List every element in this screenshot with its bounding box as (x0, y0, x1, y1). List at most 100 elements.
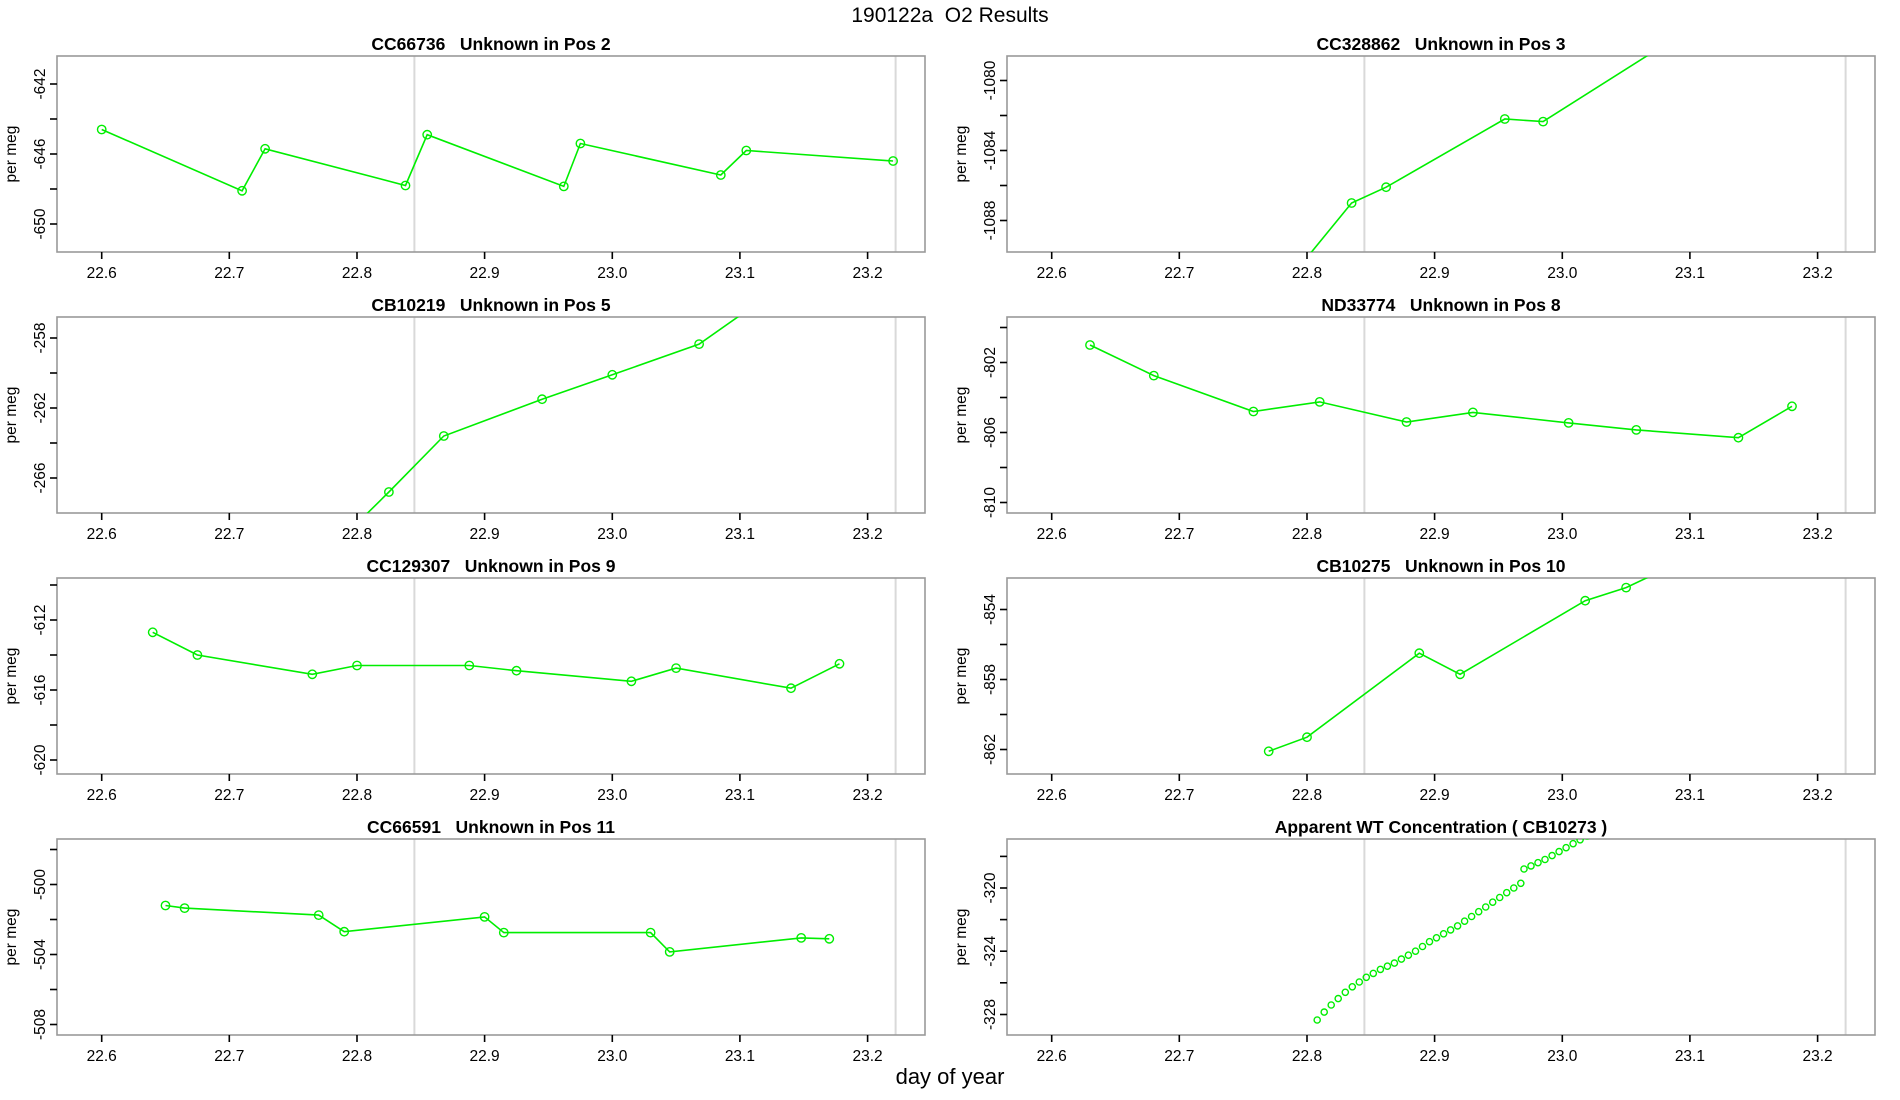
x-tick-label: 22.9 (1420, 1048, 1450, 1065)
x-tick-label: 22.8 (342, 526, 372, 543)
y-tick-label: -616 (32, 674, 49, 705)
data-point (1376, 965, 1385, 974)
x-tick-label: 23.2 (853, 265, 883, 282)
x-axis-label: day of year (895, 1064, 1005, 1089)
x-tick-label: 23.1 (725, 1048, 755, 1065)
x-tick-label: 22.7 (214, 265, 244, 282)
x-tick-label: 23.0 (1547, 787, 1578, 804)
data-point (715, 170, 726, 180)
y-axis-label: per meg (3, 648, 20, 705)
y-tick-label: -324 (982, 935, 999, 966)
subplot-pos3: CC328862 Unknown in Pos 3 -1080 -1084 -108… (950, 30, 1900, 291)
plot-area: -500 -504 -508 22.6 22.7 22.8 22.9 23.0 23.1 23.2… (3, 838, 926, 1065)
subplot-title: ND33774 Unknown in Pos 8 (1321, 295, 1561, 315)
x-tick-label: 23.1 (725, 265, 755, 282)
data-point (1631, 424, 1642, 435)
data-point (664, 946, 675, 957)
data-point (464, 660, 475, 671)
subplot-title: Apparent WT Concentration ( CB10273 ) (1274, 817, 1608, 837)
x-tick-label: 23.2 (853, 787, 883, 804)
data-point (1673, 33, 1681, 41)
data-point (498, 927, 509, 938)
x-tick-label: 22.8 (1292, 265, 1322, 282)
data-point (1510, 884, 1518, 892)
x-tick-label: 22.8 (1292, 526, 1322, 543)
data-point (645, 927, 656, 938)
data-point (1418, 942, 1427, 951)
y-tick-label: -258 (32, 322, 49, 353)
x-tick-label: 22.6 (1037, 526, 1067, 543)
x-tick-label: 22.7 (1164, 1048, 1194, 1065)
y-tick-label: -858 (982, 664, 999, 695)
data-point (1576, 839, 1584, 844)
data-point (383, 487, 394, 497)
x-tick-label: 22.9 (1420, 265, 1450, 282)
x-tick-label: 23.0 (1547, 526, 1578, 543)
data-point (1502, 888, 1511, 897)
subplot-pos8: ND33774 Unknown in Pos 8 -802 -806 -810 22.… (950, 291, 1900, 552)
subplot-title: CB10275 Unknown in Pos 10 (1316, 556, 1566, 576)
x-tick-label: 22.9 (1420, 787, 1450, 804)
data-point (537, 394, 547, 405)
x-tick-label: 23.2 (1803, 787, 1833, 804)
x-tick-label: 23.1 (1675, 265, 1705, 282)
data-point (237, 185, 248, 196)
data-point (1334, 994, 1343, 1003)
data-point (1362, 973, 1371, 982)
series-line (1089, 344, 1793, 439)
series (160, 900, 835, 957)
y-tick-label: -1084 (982, 130, 999, 170)
y-tick-label: -320 (982, 872, 999, 903)
y-tick-label: -266 (32, 462, 49, 493)
data-point (749, 302, 757, 310)
y-tick-label: -806 (982, 417, 999, 448)
data-point (1534, 858, 1542, 867)
data-point (96, 124, 107, 135)
plot-box (1006, 838, 1876, 1036)
data-point (1425, 937, 1434, 946)
x-tick-label: 22.8 (1292, 787, 1322, 804)
x-tick-label: 23.2 (853, 526, 883, 543)
data-point (1481, 903, 1490, 911)
x-tick-label: 23.1 (725, 526, 755, 543)
data-point (147, 627, 158, 638)
plot-box (1006, 316, 1876, 514)
x-tick-label: 23.2 (1803, 265, 1833, 282)
data-point (1314, 397, 1325, 407)
series (147, 627, 845, 694)
data-point (1320, 1008, 1329, 1016)
data-point (1520, 865, 1528, 873)
data-point (694, 339, 704, 349)
series-line (152, 631, 840, 690)
plot-area: -258 -262 -266 22.6 22.7 22.8 22.9 23.0 23.1 23.2… (3, 302, 926, 543)
plot-area: -802 -806 -810 22.6 22.7 22.8 22.9 23.0 23.1 23.2… (953, 316, 1876, 543)
data-point (1562, 843, 1570, 852)
y-tick-label: -620 (32, 744, 49, 775)
data-point (1439, 930, 1448, 938)
data-point (786, 683, 796, 694)
y-tick-label: -810 (982, 487, 999, 518)
subplot-title: CC66591 Unknown in Pos 11 (367, 817, 615, 837)
x-tick-label: 22.8 (342, 1048, 372, 1065)
data-point (1474, 907, 1483, 916)
data-point (260, 143, 270, 154)
data-point (1148, 370, 1159, 381)
data-point (1569, 839, 1577, 848)
y-tick-label: -854 (982, 594, 999, 625)
x-tick-label: 22.9 (470, 265, 500, 282)
data-point (1517, 879, 1525, 888)
data-point (1679, 556, 1687, 564)
data-point (824, 933, 835, 944)
data-point (671, 663, 681, 674)
data-point (313, 910, 324, 921)
series (1085, 340, 1797, 443)
data-point (796, 933, 807, 943)
y-tick-label: -612 (32, 604, 49, 635)
x-tick-label: 22.8 (342, 787, 372, 804)
data-point (1341, 988, 1350, 997)
plot-area: -854 -858 -862 22.6 22.7 22.8 22.9 23.0 23.1 23.2… (953, 556, 1876, 804)
data-point (1302, 732, 1312, 743)
page-title: 190122a O2 Results (851, 4, 1049, 27)
data-point (352, 660, 362, 671)
x-tick-label: 23.2 (1803, 526, 1833, 543)
